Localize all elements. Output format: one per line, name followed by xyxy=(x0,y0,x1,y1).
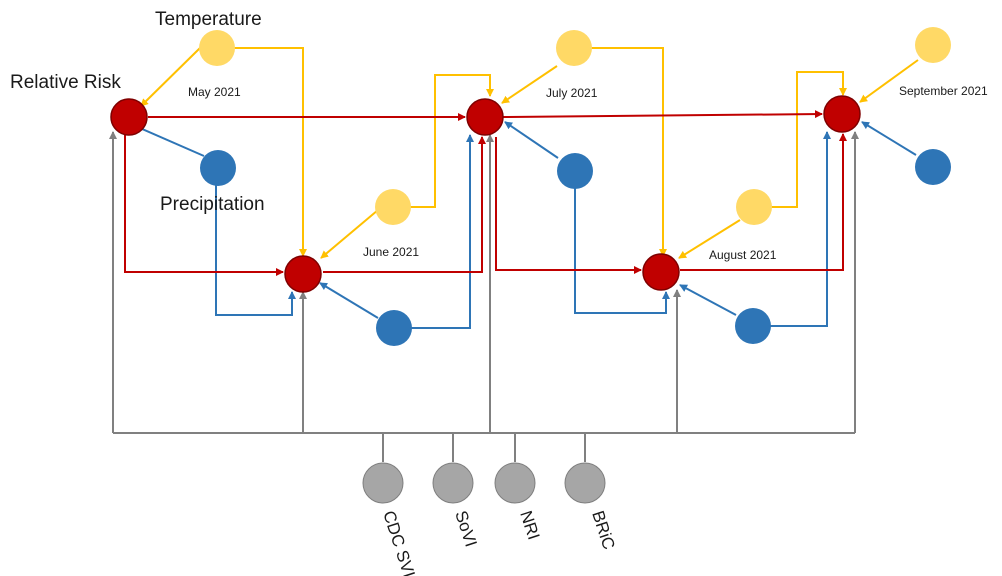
risk-july-to-risk-august-edge xyxy=(495,137,642,274)
precipitation-node-may xyxy=(200,150,236,186)
temp-june-to-risk-june-edge xyxy=(320,209,379,259)
precip-july-to-risk-july-edge xyxy=(504,121,559,159)
precip-may-to-risk-may-edge xyxy=(132,124,205,157)
temperature-node-june xyxy=(375,189,411,225)
risk-may-to-risk-june-edge xyxy=(124,135,284,276)
month-label-july: July 2021 xyxy=(546,86,598,100)
risk-node-august xyxy=(642,253,680,291)
index-node-nri xyxy=(494,462,536,504)
temp-june-to-risk-july-edge xyxy=(410,74,494,208)
risk-node-may xyxy=(110,98,148,136)
temp-july-to-risk-july-edge xyxy=(501,65,558,104)
risk-node-july xyxy=(466,98,504,136)
temp-july-to-risk-august-edge xyxy=(591,47,667,257)
precipitation-label: Precipitation xyxy=(160,194,265,215)
precip-june-to-risk-june-edge xyxy=(319,282,379,319)
index-node-cdc-svi xyxy=(362,462,404,504)
risk-august-to-risk-september-edge xyxy=(680,133,847,271)
precipitation-node-september xyxy=(915,149,951,185)
risk-edges xyxy=(124,110,847,276)
temperature-label: Temperature xyxy=(155,9,262,30)
precip-july-to-risk-august-edge xyxy=(574,188,670,314)
precipitation-nodes xyxy=(200,149,951,346)
temp-august-to-risk-august-edge xyxy=(678,219,741,259)
risk-june-to-risk-july-edge xyxy=(323,136,486,273)
precip-september-to-risk-september-edge xyxy=(861,121,917,156)
risk-july-to-risk-september-edge xyxy=(502,110,823,119)
temperature-nodes xyxy=(199,27,951,225)
precipitation-edges xyxy=(132,121,917,329)
temperature-node-august xyxy=(736,189,772,225)
index-label-cdc-svi: CDC SVI xyxy=(379,508,418,576)
month-label-june: June 2021 xyxy=(363,245,419,259)
month-label-september: September 2021 xyxy=(899,84,988,98)
index-label-bric: BRiC xyxy=(588,508,618,552)
temperature-node-july xyxy=(556,30,592,66)
month-label-may: May 2021 xyxy=(188,85,241,99)
temp-may-to-risk-may-edge xyxy=(140,47,201,107)
index-label-nri: NRI xyxy=(516,508,543,542)
precipitation-node-june xyxy=(376,310,412,346)
temp-august-to-risk-september-edge xyxy=(771,71,847,208)
temperature-node-september xyxy=(915,27,951,63)
risk-node-september xyxy=(823,95,861,133)
relative-risk-nodes xyxy=(110,95,861,293)
precip-may-to-risk-june-edge xyxy=(215,185,296,316)
temp-may-to-risk-june-edge xyxy=(234,47,307,257)
index-label-sovi: SoVI xyxy=(451,508,480,549)
index-node-sovi xyxy=(432,462,474,504)
precipitation-node-july xyxy=(557,153,593,189)
risk-node-june xyxy=(284,255,322,293)
index-edges xyxy=(109,131,859,462)
temp-september-to-risk-september-edge xyxy=(859,59,919,103)
relative-risk-label: Relative Risk xyxy=(10,72,121,93)
index-node-bric xyxy=(564,462,606,504)
vulnerability-index-nodes xyxy=(362,462,606,504)
temperature-edges xyxy=(140,47,919,259)
precip-august-to-risk-august-edge xyxy=(679,284,737,316)
precip-june-to-risk-july-edge xyxy=(411,134,474,329)
precipitation-node-august xyxy=(735,308,771,344)
month-label-august: August 2021 xyxy=(709,248,777,262)
precip-august-to-risk-september-edge xyxy=(770,131,831,327)
temperature-node-may xyxy=(199,30,235,66)
